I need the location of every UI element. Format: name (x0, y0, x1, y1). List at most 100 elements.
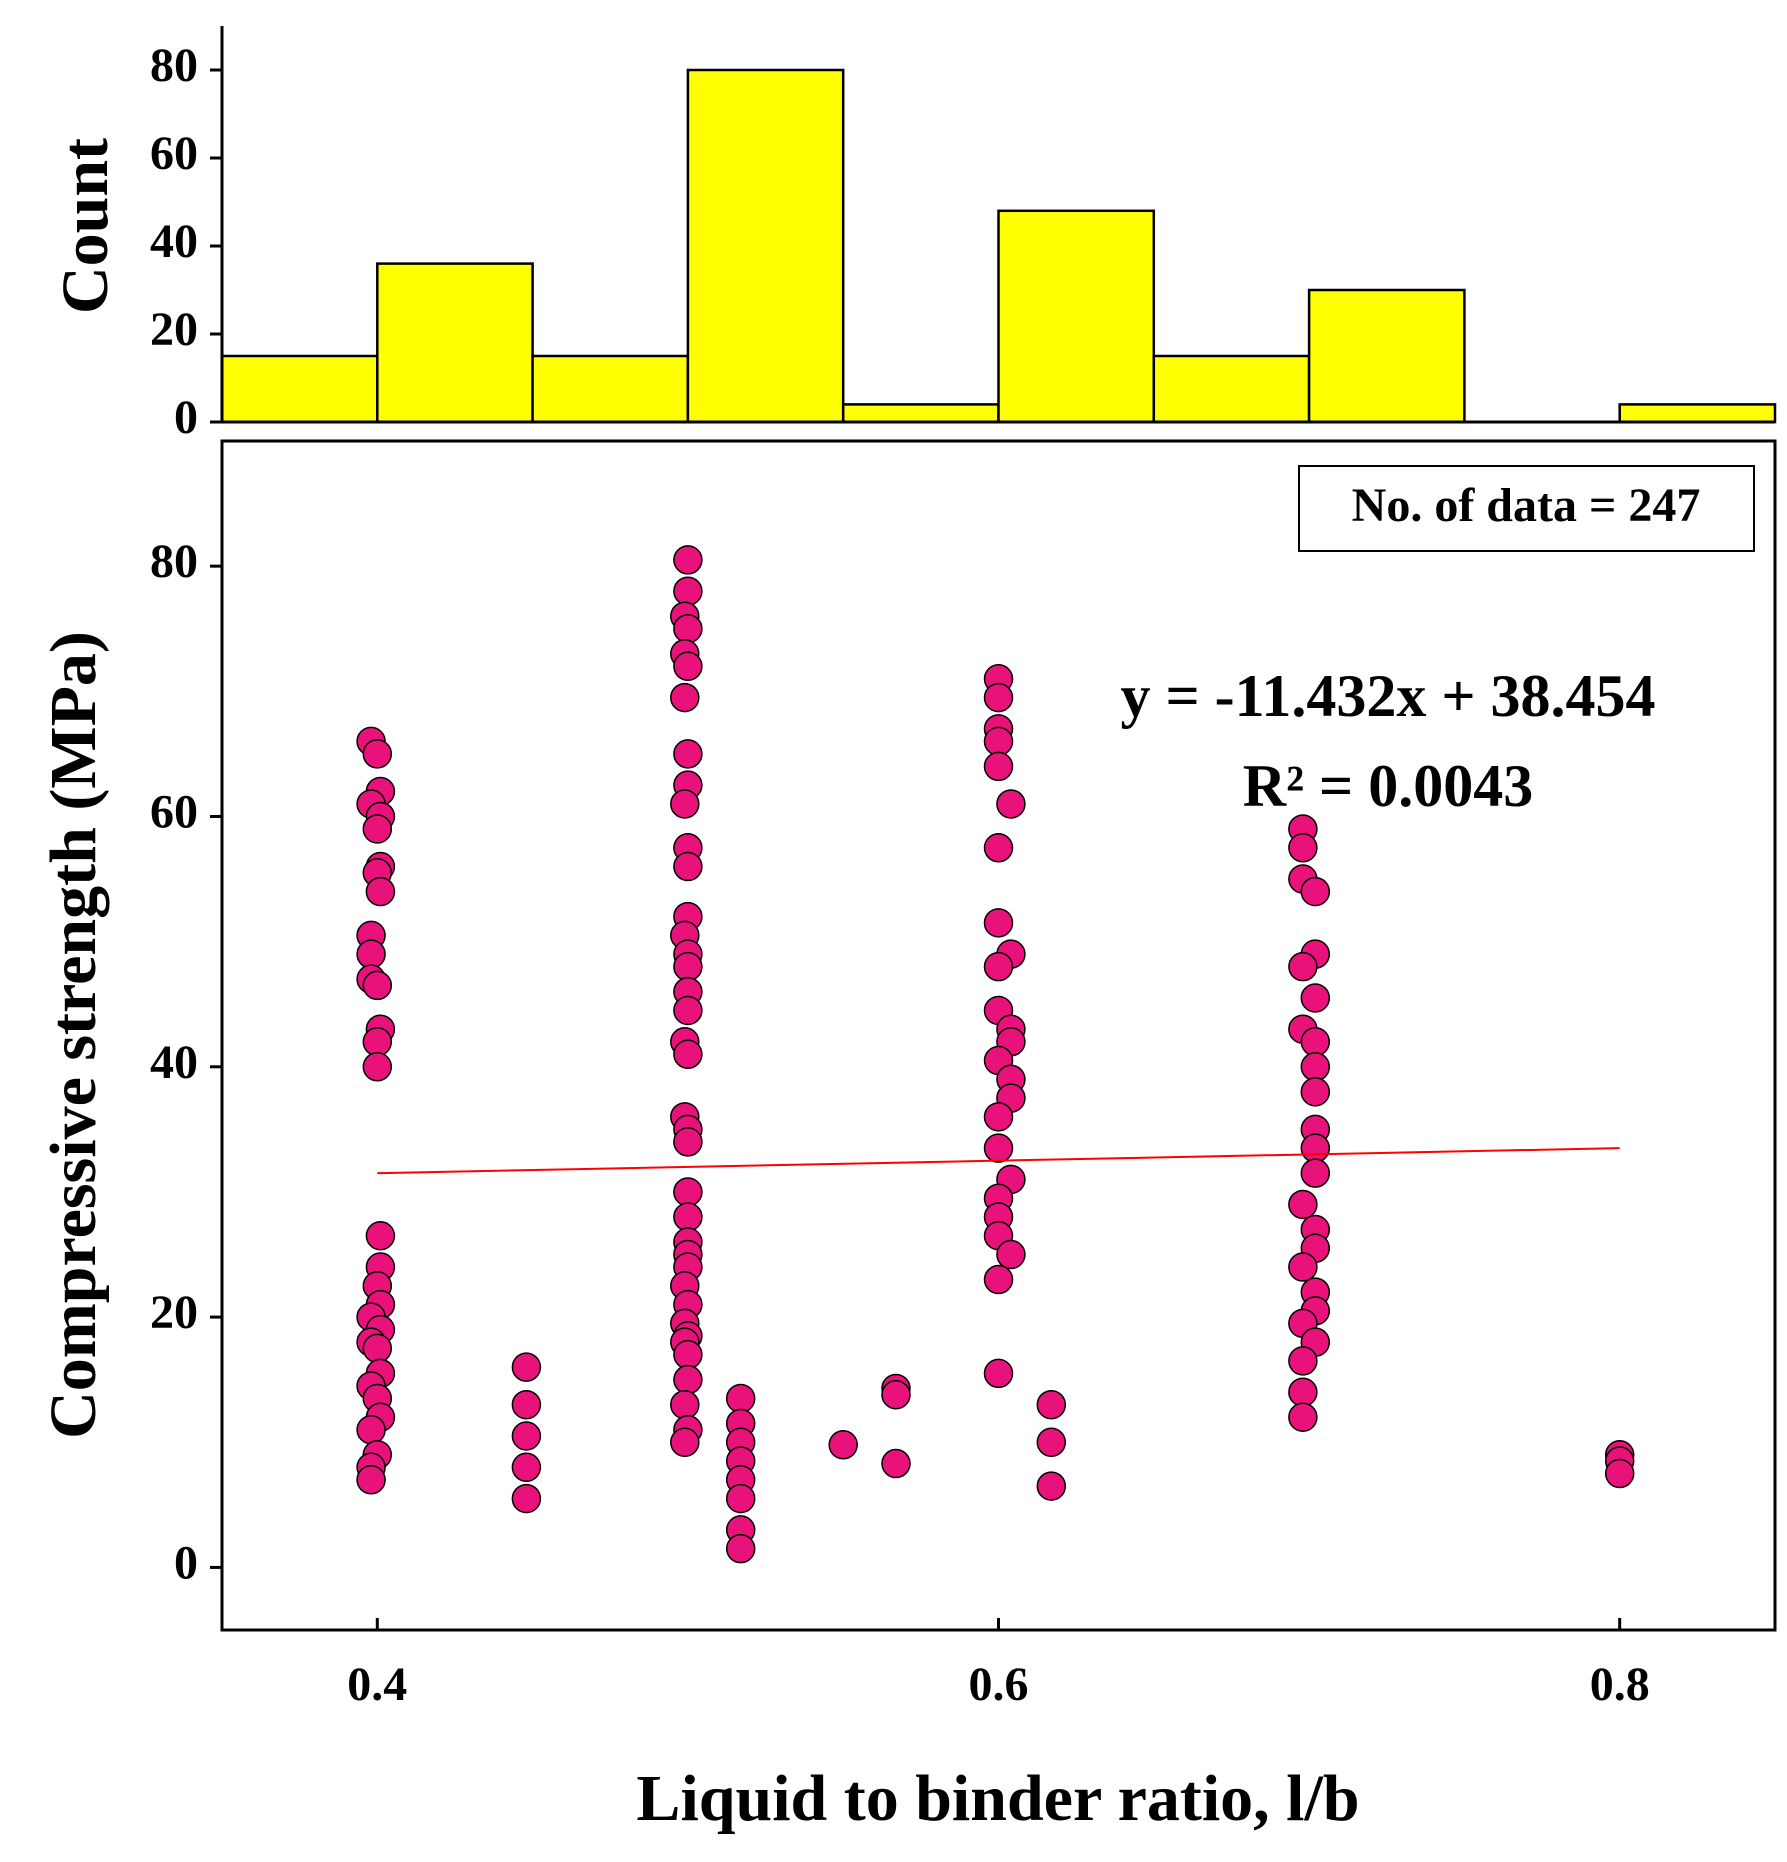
r-squared: R² = 0.0043 (1243, 753, 1534, 819)
point (1300, 1077, 1331, 1107)
note-box (1298, 465, 1755, 552)
point (1300, 1158, 1331, 1188)
point (362, 814, 393, 844)
equation: y = -11.432x + 38.454 (1120, 663, 1655, 729)
histogram-bar (1152, 354, 1311, 424)
point (673, 613, 703, 644)
point (1288, 951, 1318, 982)
point (1604, 1458, 1635, 1489)
histogram-bar (1618, 403, 1777, 424)
y-tick-label: 60 (150, 785, 198, 838)
point (1288, 1377, 1318, 1407)
point (673, 545, 703, 575)
point (1288, 833, 1318, 863)
point (673, 1202, 703, 1232)
y-tick-label: 0 (174, 391, 198, 444)
point (1036, 1389, 1067, 1420)
point (356, 939, 386, 969)
point (673, 1364, 703, 1395)
point (673, 1039, 703, 1070)
point (356, 1465, 386, 1495)
x-tick-label: 0.6 (969, 1658, 1029, 1711)
point (1300, 1027, 1331, 1057)
histogram-bar (376, 262, 534, 424)
point (356, 1414, 386, 1445)
point (362, 1333, 393, 1364)
y-tick-label: 0 (174, 1536, 198, 1589)
point (670, 682, 700, 713)
trend-line (377, 1147, 1620, 1175)
point (673, 851, 703, 882)
point (673, 995, 703, 1026)
point (362, 1052, 393, 1082)
x-axis-label: Liquid to binder ratio, l/b (636, 1762, 1359, 1835)
point (983, 1358, 1014, 1389)
point (725, 1533, 756, 1564)
point (1036, 1471, 1067, 1501)
y-tick-label: 40 (150, 215, 198, 268)
histogram-bar (686, 68, 845, 424)
y-tick-label: 40 (150, 1036, 198, 1089)
point (983, 751, 1014, 782)
point (983, 1133, 1014, 1163)
point (725, 1483, 756, 1514)
point (1036, 1427, 1067, 1458)
note: No. of data = 247 (1352, 479, 1701, 532)
point (673, 739, 703, 769)
point (511, 1352, 542, 1382)
point (673, 1127, 703, 1157)
histogram-bar (841, 403, 1000, 424)
point (983, 726, 1014, 757)
point (983, 908, 1014, 938)
point (1288, 1346, 1318, 1376)
point (362, 739, 393, 769)
x-tick-label: 0.8 (1590, 1658, 1650, 1711)
point (996, 789, 1026, 819)
histogram-bar (220, 354, 379, 424)
point (983, 682, 1014, 713)
point (983, 833, 1014, 863)
point (673, 576, 703, 606)
point (511, 1389, 542, 1420)
point (365, 876, 396, 907)
point (673, 1339, 703, 1370)
y-tick-label: 80 (150, 39, 198, 92)
y-axis-label: Compressive strength (MPa) (37, 631, 110, 1439)
point (673, 1177, 703, 1207)
point (365, 1221, 396, 1251)
point (881, 1379, 911, 1410)
point (1300, 1133, 1331, 1163)
point (1288, 1189, 1318, 1220)
point (670, 1427, 700, 1458)
point (983, 1102, 1014, 1132)
point (362, 970, 393, 1001)
y-tick-label: 80 (150, 535, 198, 588)
point (1288, 1252, 1318, 1282)
point (725, 1383, 756, 1414)
point (511, 1483, 542, 1514)
point (983, 1264, 1014, 1295)
histogram-bar (997, 209, 1156, 424)
point (1300, 1052, 1331, 1082)
y-tick-label: 20 (150, 1286, 198, 1339)
point (670, 1389, 700, 1420)
point (511, 1452, 542, 1483)
point (673, 951, 703, 982)
point (511, 1421, 542, 1451)
point (1300, 876, 1331, 907)
point (1300, 983, 1331, 1013)
point (1288, 1402, 1318, 1432)
point (828, 1430, 858, 1460)
point (881, 1448, 911, 1479)
point (996, 1239, 1026, 1270)
x-tick-label: 0.4 (347, 1658, 407, 1711)
point (362, 1027, 393, 1057)
histogram-bar (1307, 288, 1466, 424)
histogram-y-label: Count (49, 138, 122, 314)
y-tick-label: 20 (150, 303, 198, 356)
point (670, 789, 700, 819)
point (983, 951, 1014, 982)
point (673, 651, 703, 682)
histogram-bar (531, 354, 690, 424)
